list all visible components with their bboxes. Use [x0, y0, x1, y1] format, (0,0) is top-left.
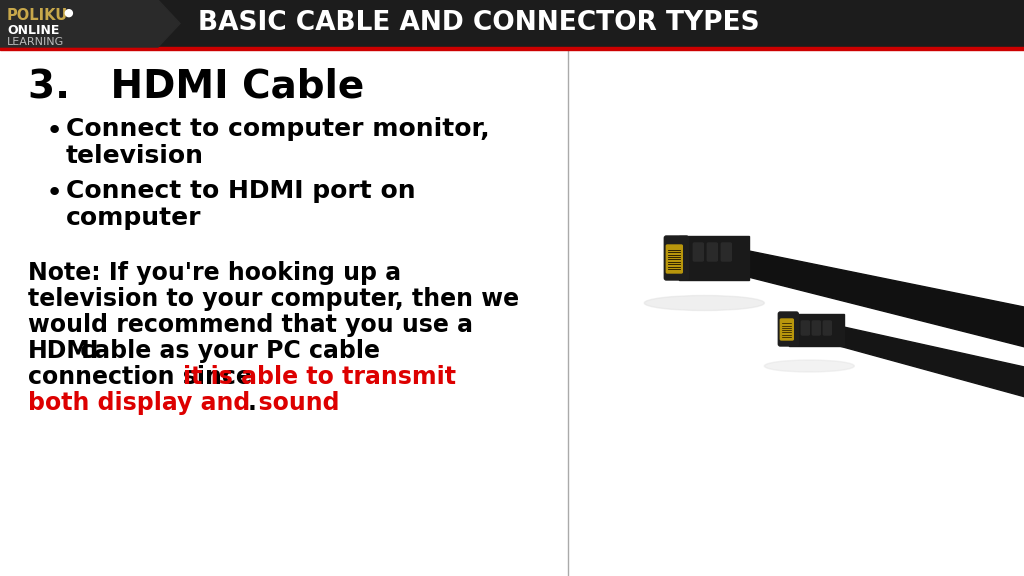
- FancyBboxPatch shape: [812, 321, 820, 335]
- FancyBboxPatch shape: [802, 321, 809, 335]
- Text: television to your computer, then we: television to your computer, then we: [28, 287, 519, 311]
- Text: Note: If you're hooking up a: Note: If you're hooking up a: [28, 261, 401, 285]
- FancyBboxPatch shape: [708, 243, 718, 261]
- Text: television: television: [66, 144, 204, 168]
- Text: cable as your PC cable: cable as your PC cable: [72, 339, 380, 363]
- Polygon shape: [0, 0, 180, 47]
- Text: LEARNING: LEARNING: [7, 37, 65, 47]
- Text: •: •: [46, 117, 63, 145]
- FancyBboxPatch shape: [778, 312, 799, 346]
- FancyBboxPatch shape: [667, 245, 682, 273]
- Ellipse shape: [644, 295, 764, 310]
- Text: HDMI: HDMI: [28, 339, 99, 363]
- Text: 3.   HDMI Cable: 3. HDMI Cable: [28, 68, 365, 106]
- Text: Connect to computer monitor,: Connect to computer monitor,: [66, 117, 489, 141]
- Text: BASIC CABLE AND CONNECTOR TYPES: BASIC CABLE AND CONNECTOR TYPES: [198, 10, 760, 36]
- Bar: [0, 47, 1024, 50]
- Text: POLIKU: POLIKU: [7, 8, 69, 23]
- Bar: [0, 0, 1024, 47]
- Text: computer: computer: [66, 206, 202, 230]
- Text: both display and sound: both display and sound: [28, 391, 340, 415]
- Text: .: .: [248, 391, 257, 415]
- Ellipse shape: [764, 360, 854, 372]
- Text: ●: ●: [63, 8, 73, 18]
- FancyBboxPatch shape: [780, 319, 794, 340]
- Polygon shape: [840, 326, 1024, 398]
- FancyBboxPatch shape: [823, 321, 831, 335]
- Polygon shape: [790, 314, 845, 346]
- Polygon shape: [679, 236, 750, 280]
- Text: it is able to transmit: it is able to transmit: [183, 365, 456, 389]
- Text: would recommend that you use a: would recommend that you use a: [28, 313, 473, 337]
- Polygon shape: [744, 250, 1024, 348]
- FancyBboxPatch shape: [693, 243, 703, 261]
- Text: ONLINE: ONLINE: [7, 24, 59, 37]
- Text: Connect to HDMI port on: Connect to HDMI port on: [66, 179, 416, 203]
- Bar: [569, 50, 1024, 576]
- FancyBboxPatch shape: [665, 236, 688, 280]
- Text: connection since: connection since: [28, 365, 260, 389]
- FancyBboxPatch shape: [721, 243, 731, 261]
- Text: •: •: [46, 179, 63, 207]
